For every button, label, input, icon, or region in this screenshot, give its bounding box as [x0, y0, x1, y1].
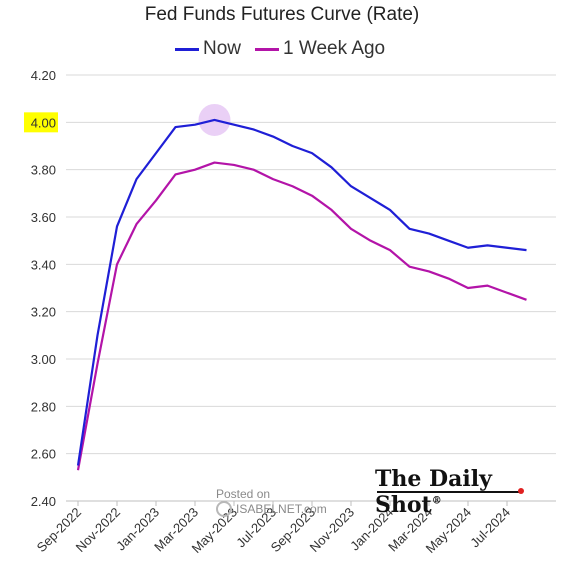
legend-swatch-1-week-ago	[255, 47, 280, 51]
the-daily-shot-logo: The Daily Shot®	[375, 466, 564, 518]
y-tick-label: 3.40	[31, 257, 56, 272]
y-tick-label: 3.60	[31, 210, 56, 225]
logo-dot	[518, 488, 524, 494]
logo-registered: ®	[431, 495, 442, 507]
y-tick-label: 4.00	[31, 115, 56, 130]
y-tick-label: 2.60	[31, 447, 56, 462]
y-tick-label: 3.20	[31, 305, 56, 320]
legend-swatch-now	[175, 47, 199, 51]
chart-legend: Now 1 Week Ago	[175, 38, 399, 60]
y-tick-label: 2.80	[31, 399, 56, 414]
legend-item-1-week-ago: 1 Week Ago	[255, 38, 385, 60]
watermark-posted-on: Posted on	[216, 487, 271, 501]
isabelnet-logo-icon	[216, 501, 232, 517]
watermark: Posted on ISABELNET.com	[216, 487, 327, 517]
legend-label-1-week-ago: 1 Week Ago	[283, 38, 386, 59]
y-tick-label: 4.20	[31, 68, 56, 83]
y-tick-label: 3.80	[31, 163, 56, 178]
highlight-tick-bg	[24, 112, 58, 133]
legend-item-now: Now	[175, 38, 241, 60]
legend-label-now: Now	[203, 38, 242, 59]
y-tick-label: 3.00	[31, 352, 56, 367]
logo-text: The Daily Shot	[375, 466, 492, 518]
series-line-1-week-ago	[76, 161, 527, 471]
watermark-site: ISABELNET.com	[236, 502, 327, 516]
chart-title: Fed Funds Futures Curve (Rate)	[144, 4, 420, 25]
y-tick-label: 2.40	[31, 494, 56, 509]
logo-underline	[377, 491, 523, 493]
series-line-now	[76, 118, 527, 466]
